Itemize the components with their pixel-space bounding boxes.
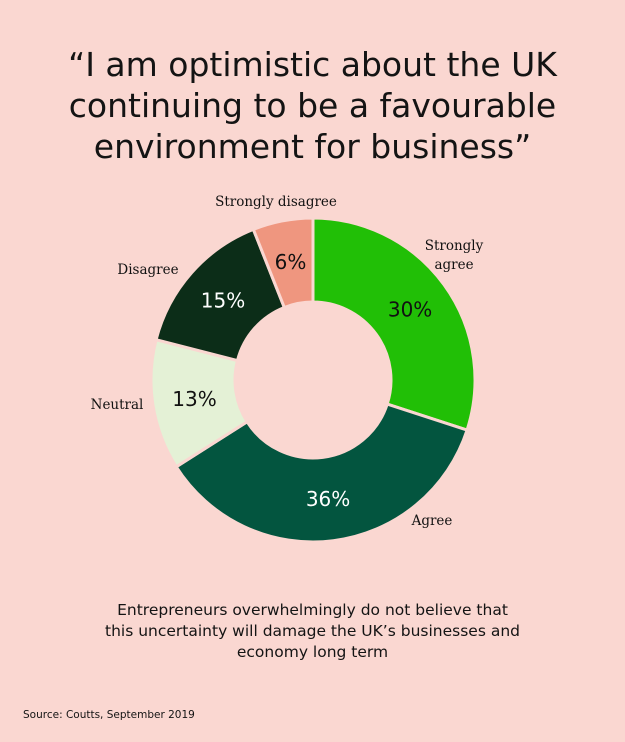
slice-category-label-3: Disagree — [117, 262, 178, 278]
donut-slice-3 — [154, 227, 287, 363]
donut-slice-4 — [251, 216, 315, 310]
slice-category-label-1: Agree — [411, 513, 453, 529]
chart-caption: Entrepreneurs overwhelmingly do not beli… — [0, 600, 625, 663]
caption-line-1: Entrepreneurs overwhelmingly do not beli… — [117, 601, 508, 619]
chart-title-line-3: environment for business” — [93, 127, 532, 166]
donut-slice-1 — [174, 402, 469, 544]
chart-title: “I am optimistic about the UK continuing… — [0, 44, 625, 167]
slice-value-label-4: 6% — [275, 250, 307, 274]
slice-value-label-0: 30% — [388, 297, 432, 321]
slice-category-label-4: Strongly disagree — [215, 194, 337, 210]
slice-value-label-3: 15% — [201, 289, 245, 313]
chart-title-line-1: “I am optimistic about the UK — [68, 45, 557, 84]
slice-value-label-2: 13% — [172, 387, 216, 411]
slice-category-label-2: Neutral — [91, 397, 144, 413]
caption-line-2: this uncertainty will damage the UK’s bu… — [105, 622, 520, 640]
slice-category-label-0: Strongly agree — [425, 238, 484, 273]
chart-title-line-2: continuing to be a favourable — [68, 86, 557, 125]
donut-slice-0 — [311, 216, 477, 432]
source-note: Source: Coutts, September 2019 — [23, 709, 195, 721]
caption-line-3: economy long term — [236, 643, 389, 661]
slice-value-label-1: 36% — [306, 487, 350, 511]
